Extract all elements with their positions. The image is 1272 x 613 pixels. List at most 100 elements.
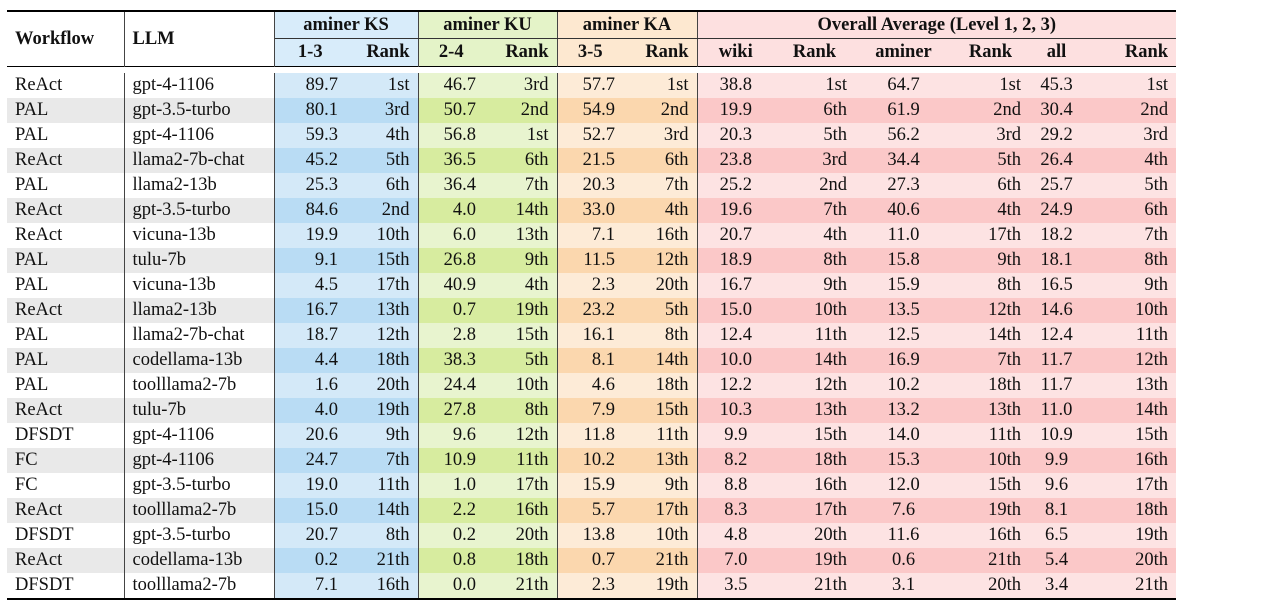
cell-workflow: ReAct (7, 198, 125, 223)
cell-ka-score: 54.9 (557, 98, 624, 123)
cell-wiki-rank: 18th (774, 448, 856, 473)
cell-ka-rank: 10th (623, 523, 698, 548)
cell-ku-rank: 7th (484, 173, 558, 198)
cell-all-score: 6.5 (1029, 523, 1085, 548)
cell-ku-rank: 1st (484, 123, 558, 148)
cell-ks-rank: 7th (346, 448, 419, 473)
table-row: ReAct vicuna-13b 19.9 10th 6.0 13th 7.1 16th 20.… (7, 223, 1177, 248)
cell-aminer-rank: 10th (952, 448, 1030, 473)
cell-all-score: 25.7 (1029, 173, 1085, 198)
cell-ku-rank: 10th (484, 373, 558, 398)
cell-all-score: 29.2 (1029, 123, 1085, 148)
cell-ka-score: 2.3 (557, 273, 624, 298)
cell-llm: tulu-7b (124, 248, 275, 273)
cell-ka-rank: 2nd (623, 98, 698, 123)
results-table: Workflow LLM aminer KS aminer KU aminer … (7, 10, 1177, 600)
cell-ka-rank: 11th (623, 423, 698, 448)
cell-aminer-rank: 5th (952, 148, 1030, 173)
cell-aminer-score: 10.2 (855, 373, 953, 398)
cell-llm: llama2-13b (124, 298, 275, 323)
cell-ks-rank: 1st (346, 73, 419, 98)
cell-all-score: 3.4 (1029, 573, 1085, 600)
table-row: ReAct codellama-13b 0.2 21th 0.8 18th 0.7 21th 7… (7, 548, 1177, 573)
cell-llm: gpt-3.5-turbo (124, 98, 275, 123)
cell-ka-score: 8.1 (557, 348, 624, 373)
column-header-workflow: Workflow (7, 10, 125, 67)
cell-ks-rank: 21th (346, 548, 419, 573)
cell-ku-score: 46.7 (418, 73, 485, 98)
cell-wiki-score: 16.7 (697, 273, 775, 298)
cell-ku-score: 0.2 (418, 523, 485, 548)
cell-aminer-rank: 13th (952, 398, 1030, 423)
cell-ka-rank: 6th (623, 148, 698, 173)
cell-llm: gpt-4-1106 (124, 448, 275, 473)
cell-ks-score: 1.6 (274, 373, 346, 398)
cell-ka-score: 2.3 (557, 573, 624, 600)
cell-ku-score: 2.2 (418, 498, 485, 523)
cell-all-score: 10.9 (1029, 423, 1085, 448)
cell-ku-rank: 12th (484, 423, 558, 448)
cell-wiki-rank: 14th (774, 348, 856, 373)
cell-ka-rank: 13th (623, 448, 698, 473)
cell-ka-rank: 15th (623, 398, 698, 423)
cell-workflow: PAL (7, 273, 125, 298)
cell-aminer-rank: 16th (952, 523, 1030, 548)
cell-wiki-rank: 12th (774, 373, 856, 398)
cell-workflow: DFSDT (7, 523, 125, 548)
column-header-wiki: wiki (697, 38, 775, 67)
cell-wiki-score: 4.8 (697, 523, 775, 548)
cell-ku-rank: 2nd (484, 98, 558, 123)
cell-ku-score: 0.7 (418, 298, 485, 323)
cell-ks-score: 20.7 (274, 523, 346, 548)
cell-all-rank: 19th (1084, 523, 1177, 548)
cell-ks-rank: 10th (346, 223, 419, 248)
table-row: PAL gpt-4-1106 59.3 4th 56.8 1st 52.7 3rd 20.3 5t… (7, 123, 1177, 148)
cell-aminer-score: 40.6 (855, 198, 953, 223)
cell-workflow: PAL (7, 173, 125, 198)
cell-ks-score: 4.5 (274, 273, 346, 298)
cell-ks-score: 9.1 (274, 248, 346, 273)
cell-ka-score: 15.9 (557, 473, 624, 498)
cell-wiki-rank: 13th (774, 398, 856, 423)
cell-all-score: 14.6 (1029, 298, 1085, 323)
cell-ks-score: 0.2 (274, 548, 346, 573)
cell-ka-score: 33.0 (557, 198, 624, 223)
cell-ka-rank: 12th (623, 248, 698, 273)
cell-ka-score: 5.7 (557, 498, 624, 523)
column-header-ka-rank: Rank (623, 38, 698, 67)
cell-ka-score: 7.1 (557, 223, 624, 248)
cell-ks-rank: 5th (346, 148, 419, 173)
cell-aminer-rank: 8th (952, 273, 1030, 298)
cell-ks-rank: 9th (346, 423, 419, 448)
cell-workflow: DFSDT (7, 573, 125, 600)
cell-all-score: 45.3 (1029, 73, 1085, 98)
cell-llm: gpt-3.5-turbo (124, 473, 275, 498)
cell-ks-rank: 19th (346, 398, 419, 423)
cell-workflow: ReAct (7, 548, 125, 573)
column-header-wiki-rank: Rank (774, 38, 856, 67)
cell-ks-score: 4.4 (274, 348, 346, 373)
cell-wiki-rank: 7th (774, 198, 856, 223)
cell-all-score: 11.7 (1029, 348, 1085, 373)
cell-ku-rank: 3rd (484, 73, 558, 98)
column-header-aminer-rank: Rank (952, 38, 1030, 67)
cell-workflow: PAL (7, 248, 125, 273)
table-body: ReAct gpt-4-1106 89.7 1st 46.7 3rd 57.7 1st 38.8… (7, 73, 1177, 600)
cell-ka-rank: 19th (623, 573, 698, 600)
cell-wiki-rank: 6th (774, 98, 856, 123)
cell-ku-score: 24.4 (418, 373, 485, 398)
cell-aminer-score: 12.0 (855, 473, 953, 498)
cell-aminer-score: 12.5 (855, 323, 953, 348)
cell-ka-score: 23.2 (557, 298, 624, 323)
cell-wiki-score: 8.8 (697, 473, 775, 498)
cell-ks-score: 84.6 (274, 198, 346, 223)
header-rule (7, 66, 1177, 73)
cell-all-score: 24.9 (1029, 198, 1085, 223)
cell-ku-rank: 14th (484, 198, 558, 223)
cell-wiki-score: 10.3 (697, 398, 775, 423)
cell-wiki-score: 12.2 (697, 373, 775, 398)
group-header-aminer-ka: aminer KA (557, 10, 698, 39)
cell-ks-rank: 13th (346, 298, 419, 323)
cell-ka-rank: 3rd (623, 123, 698, 148)
table-row: ReAct llama2-13b 16.7 13th 0.7 19th 23.2 5th 15.… (7, 298, 1177, 323)
